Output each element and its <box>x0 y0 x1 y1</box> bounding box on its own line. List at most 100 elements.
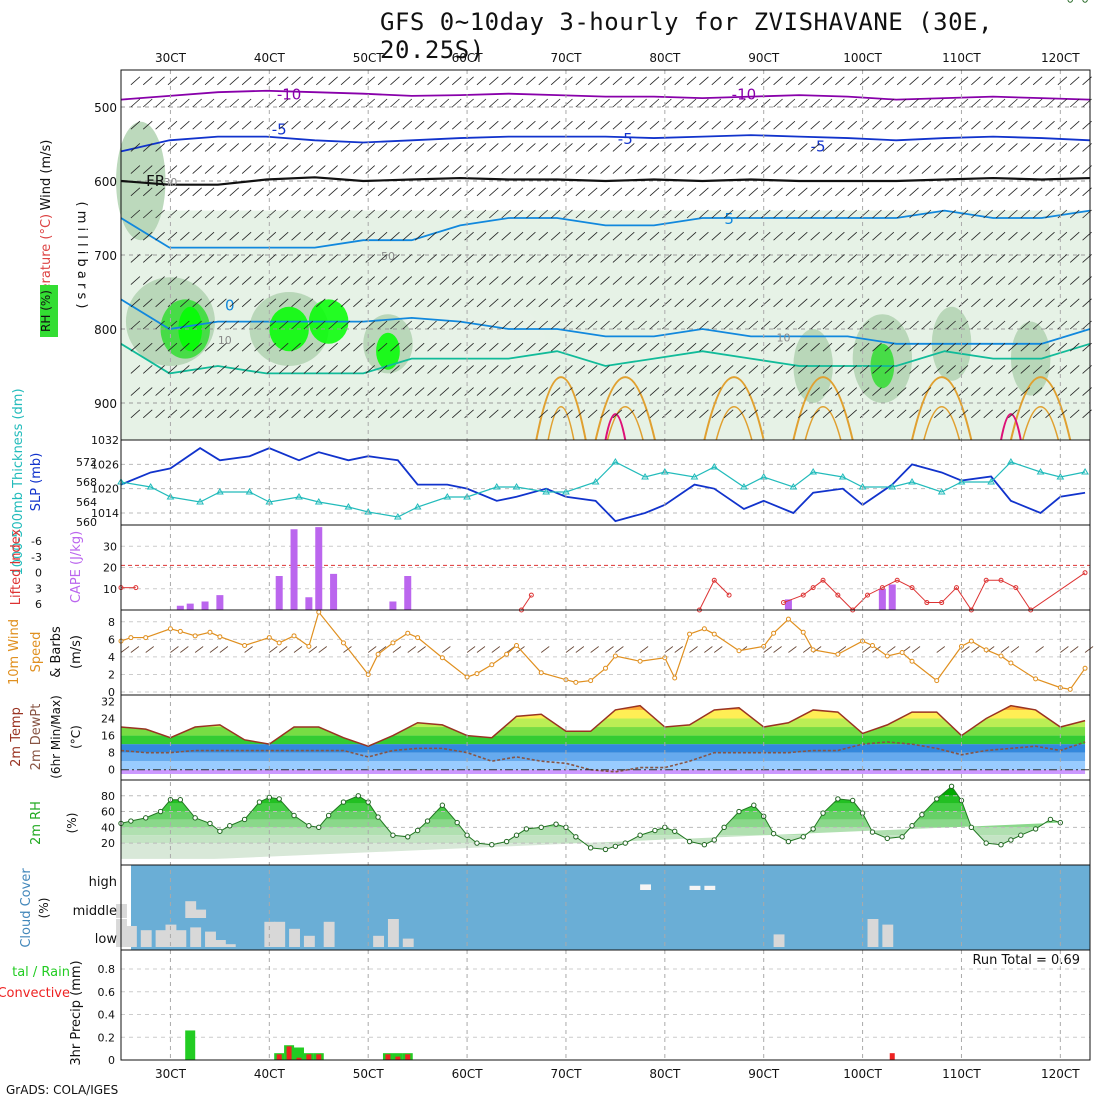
wind-barb <box>414 187 425 197</box>
wind-barb <box>204 254 215 263</box>
wind-barb <box>266 254 277 263</box>
precip-convective-bar <box>306 1054 312 1060</box>
wind-barb <box>798 276 808 285</box>
contour-label: 5 <box>724 210 734 228</box>
wind-barb <box>612 76 623 86</box>
left-tick-label: 572 <box>76 456 97 469</box>
wind-barb <box>1032 276 1043 285</box>
right-tick-label: 20 <box>103 562 117 575</box>
wind-barb <box>884 187 895 197</box>
wind-barb <box>736 365 746 374</box>
wind-barb <box>538 320 549 330</box>
wind-barb <box>204 387 215 396</box>
wind-barb <box>402 298 413 308</box>
wind-barb <box>316 276 326 285</box>
wind-barb <box>686 187 697 197</box>
wind-barb <box>822 276 833 285</box>
wind-barb <box>489 98 499 108</box>
wind-barb <box>773 387 783 396</box>
wind-barb <box>563 165 573 174</box>
wind-barb <box>343 646 352 653</box>
wind-barb <box>958 98 969 108</box>
wind-barb <box>439 165 450 174</box>
wind-barb <box>328 276 338 285</box>
wind-barb <box>946 409 956 419</box>
wind-barb <box>538 209 549 219</box>
wind-barb <box>476 209 487 219</box>
wind-barb <box>229 298 240 308</box>
wind-barb <box>971 76 981 86</box>
wind-barb <box>835 342 845 352</box>
wind-barb <box>723 143 734 152</box>
rh-point <box>207 820 213 827</box>
lifted-index-point <box>1082 570 1088 576</box>
wind-barb <box>439 98 450 108</box>
wind-barb <box>1069 254 1080 263</box>
wind-speed-point <box>998 653 1004 659</box>
wind-barb <box>353 387 363 396</box>
x-tick-label-top: 80CT <box>649 51 681 65</box>
wind-barb <box>1032 120 1043 130</box>
wind-barb <box>714 646 723 653</box>
wind-barb <box>736 76 746 86</box>
isotherm-warm <box>703 376 765 441</box>
wind-barb <box>859 254 870 263</box>
cloud-bar-low <box>175 930 187 947</box>
footer-credit: GrADS: COLA/IGES <box>6 1083 119 1097</box>
wind-barb <box>1057 187 1068 197</box>
wind-barb <box>674 98 684 108</box>
wind-barb <box>1008 387 1018 396</box>
wind-barb <box>625 231 635 241</box>
cloud-bar-low <box>303 935 315 947</box>
y-tick-label: 2 <box>108 668 115 681</box>
wind-barb <box>293 646 303 653</box>
wind-barb <box>909 165 919 174</box>
wind-barb <box>983 298 993 308</box>
rh-point <box>810 826 816 832</box>
wind-barb <box>909 98 919 108</box>
x-tick-label-top: 30CT <box>155 51 187 65</box>
wind-barb <box>699 409 709 419</box>
wind-barb <box>1069 365 1080 374</box>
wind-barb <box>662 231 672 241</box>
wind-barb <box>229 231 240 241</box>
wind-barb <box>254 409 264 419</box>
wind-barb <box>476 76 487 86</box>
wind-barb <box>192 254 202 263</box>
wind-barb <box>1057 365 1068 374</box>
wind-barb <box>662 165 672 174</box>
wind-barb <box>192 209 202 219</box>
rh-blob <box>376 332 400 370</box>
ylabel-units: (m/s) <box>69 635 84 669</box>
wind-barb <box>130 187 141 197</box>
wind-barb <box>1057 276 1068 285</box>
lifted-index-line <box>783 572 1086 611</box>
wind-barb <box>600 387 610 396</box>
cloud-bar-high <box>640 884 651 890</box>
wind-barb <box>501 165 511 174</box>
wind-speed-point <box>1033 676 1039 682</box>
wind-barb <box>316 409 326 419</box>
wind-barb <box>934 165 944 174</box>
wind-barb <box>316 387 326 396</box>
wind-barb <box>217 320 227 330</box>
wind-barb <box>538 120 549 130</box>
wind-barb <box>664 646 674 653</box>
wind-barb <box>958 387 969 396</box>
wind-barb <box>365 276 375 285</box>
rh-point <box>439 802 446 808</box>
wind-barb <box>254 231 264 241</box>
wind-barb <box>1008 209 1018 219</box>
wind-barb <box>155 231 165 241</box>
ylabel-rh: 2m RH <box>29 801 44 845</box>
wind-barb <box>390 187 400 197</box>
wind-barb <box>785 387 796 396</box>
wind-barb <box>241 409 252 419</box>
wind-barb <box>377 76 388 86</box>
right-tick-label: 30 <box>103 540 117 553</box>
wind-barb <box>451 342 462 352</box>
ylabel-units: (°C) <box>69 725 83 749</box>
wind-barb <box>637 409 647 419</box>
wind-barb <box>538 387 549 396</box>
y-tick-label: 20 <box>101 837 115 850</box>
